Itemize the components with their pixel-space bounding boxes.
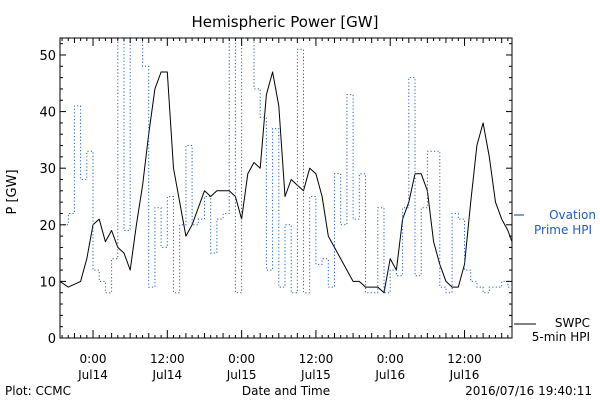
x-tick-time-label: 0:00 [228, 352, 255, 366]
y-tick-label: 30 [39, 162, 56, 177]
y-axis-label: P [GW] [5, 169, 20, 214]
y-tick-label: 10 [39, 275, 56, 290]
series-ovation-line [60, 38, 512, 294]
x-tick-time-label: 12:00 [150, 352, 185, 366]
plot-area [59, 37, 513, 339]
y-axis-ticks: 0 10 20 30 40 50 [39, 43, 512, 347]
x-tick-time-label: 0:00 [377, 352, 404, 366]
x-tick-date-label: Jul16 [449, 368, 480, 382]
legend-swpc-line2: 5-min HPI [532, 330, 590, 344]
footer-source: Plot: CCMC [5, 384, 71, 398]
x-tick-date-label: Jul15 [226, 368, 257, 382]
x-tick-date-label: Jul15 [300, 368, 331, 382]
y-tick-label: 0 [48, 332, 56, 347]
legend-swpc-line1: SWPC [555, 316, 590, 330]
chart-title: Hemispheric Power [GW] [192, 13, 379, 31]
legend-ovation-line1: Ovation [549, 208, 596, 222]
y-tick-label: 40 [39, 106, 56, 121]
series-swpc-line [60, 71, 512, 294]
x-tick-time-label: 0:00 [80, 352, 107, 366]
footer-timestamp: 2016/07/16 19:40:11 [465, 384, 592, 398]
x-axis-ticks: 0:00 Jul14 12:00 Jul14 0:00 Jul15 12:00 Jul15 0:… [61, 38, 509, 382]
y-tick-label: 50 [39, 49, 56, 64]
plot-frame [59, 37, 513, 339]
legend-ovation-line2: Prime HPI [534, 223, 592, 237]
x-tick-date-label: Jul16 [374, 368, 405, 382]
x-tick-date-label: Jul14 [151, 368, 182, 382]
x-axis-label: Date and Time [242, 384, 330, 398]
x-tick-date-label: Jul14 [77, 368, 108, 382]
x-tick-time-label: 12:00 [447, 352, 482, 366]
y-tick-label: 20 [39, 219, 56, 234]
x-tick-time-label: 12:00 [299, 352, 334, 366]
legend: Ovation Prime HPI SWPC 5-min HPI [514, 208, 596, 344]
